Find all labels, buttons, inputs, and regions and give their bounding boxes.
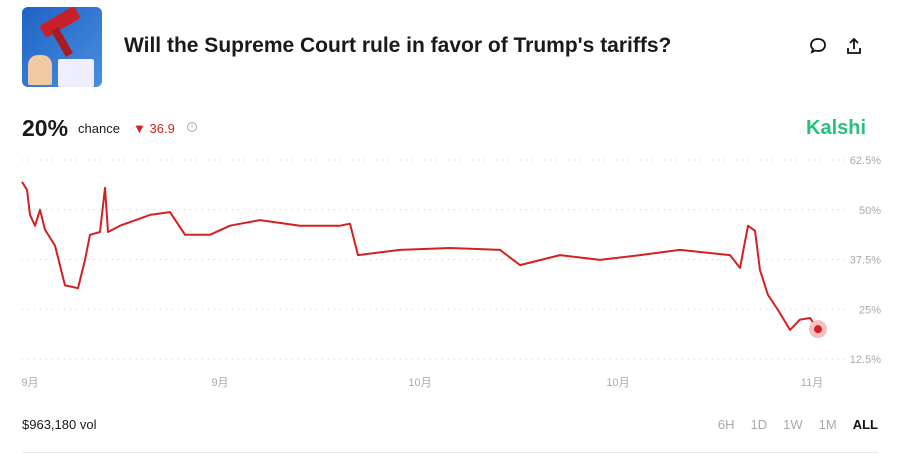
chance-label: chance (78, 121, 120, 136)
x-tick-label: 10月 (408, 377, 431, 389)
range-1m[interactable]: 1M (818, 417, 837, 432)
down-triangle-icon: ▼ (133, 121, 146, 136)
y-tick-label: 37.5% (850, 255, 881, 267)
x-tick-label: 9月 (21, 377, 38, 389)
range-1d[interactable]: 1D (750, 417, 768, 432)
range-1w[interactable]: 1W (783, 417, 803, 432)
info-icon[interactable]: i (187, 122, 197, 132)
divider (22, 452, 878, 453)
series-line (21, 181, 819, 331)
x-tick-label: 11月 (801, 377, 823, 389)
comment-icon[interactable] (808, 36, 828, 56)
y-tick-label: 62.5% (850, 155, 881, 167)
volume: $963,180 vol (22, 417, 97, 432)
market-image (22, 7, 102, 87)
range-selector: 6H 1D 1W 1M ALL (718, 417, 878, 432)
y-tick-label: 12.5% (850, 354, 881, 366)
price-chart: 62.5% 50% 37.5% 25% 12.5% 9月 9月 10月 10月 11月 (21, 155, 881, 389)
page-title: Will the Supreme Court rule in favor of … (124, 34, 672, 57)
range-all[interactable]: ALL (852, 417, 878, 432)
delta-value: 36.9 (149, 121, 175, 136)
y-tick-label: 50% (859, 205, 881, 217)
chance-percent: 20% (22, 115, 69, 141)
range-6h[interactable]: 6H (717, 417, 735, 432)
brand-logo: Kalshi (806, 117, 867, 139)
share-icon[interactable] (844, 36, 864, 56)
delta: ▼ 36.9 (133, 121, 175, 136)
x-tick-label: 10月 (606, 377, 629, 389)
x-tick-label: 9月 (211, 377, 228, 389)
y-tick-label: 25% (859, 304, 881, 316)
last-point-marker (814, 325, 822, 334)
